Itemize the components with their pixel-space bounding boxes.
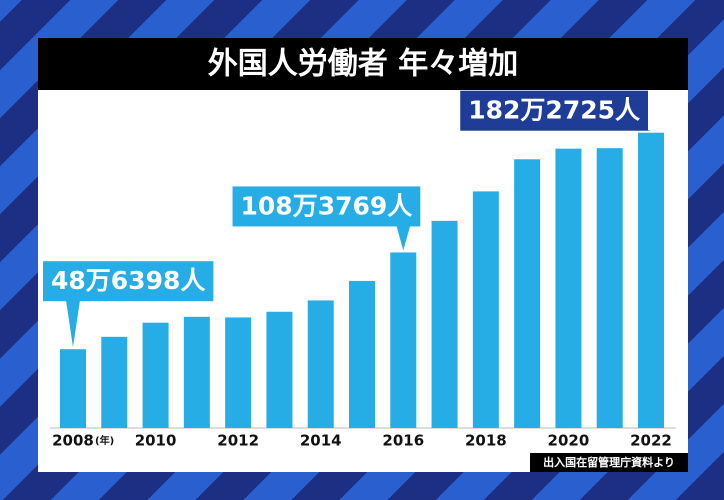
- callout-pointer: [66, 300, 80, 348]
- callout-box: [460, 90, 648, 131]
- chart-title: 外国人労働者 年々増加: [208, 47, 518, 82]
- bar: [596, 148, 623, 429]
- x-tick-label: 2014: [300, 432, 342, 450]
- bar: [638, 132, 664, 428]
- value-label: 48万6398人: [51, 266, 205, 295]
- title-bar: [38, 38, 688, 90]
- bar: [431, 220, 458, 428]
- bar: [307, 300, 334, 428]
- x-tick-label: 2016: [382, 432, 424, 450]
- value-label: 182万2725人: [468, 96, 640, 125]
- bar: [514, 159, 541, 429]
- bar: [266, 311, 293, 428]
- bar: [225, 317, 252, 428]
- x-tick-label: 2010: [135, 432, 177, 450]
- x-tick-label: 2020: [548, 432, 590, 450]
- bar: [349, 280, 375, 428]
- callout-pointer: [396, 225, 411, 251]
- bar: [472, 191, 499, 428]
- bar: [101, 336, 128, 428]
- bar: [60, 349, 86, 428]
- x-tick-label: 2022: [630, 432, 672, 450]
- callout-box: [43, 261, 214, 302]
- value-label: 108万3769人: [241, 191, 413, 220]
- source-box: [530, 453, 688, 472]
- bar: [555, 148, 582, 428]
- callout: 48万6398人: [43, 261, 214, 348]
- callout: 182万2725人: [460, 90, 651, 131]
- source: 出入国在留管理庁資料より: [543, 455, 675, 469]
- x-tick-label: 2008: [52, 432, 94, 450]
- x-tick-label: 2018: [465, 432, 507, 450]
- callout: 108万3769人: [232, 186, 421, 251]
- bar: [390, 252, 417, 428]
- callout-box: [232, 186, 421, 227]
- bar: [183, 316, 210, 428]
- bar: [142, 322, 169, 428]
- x-tick-label: 2012: [217, 432, 259, 450]
- x-unit: (年): [95, 434, 114, 447]
- callout-pointer: [633, 129, 651, 131]
